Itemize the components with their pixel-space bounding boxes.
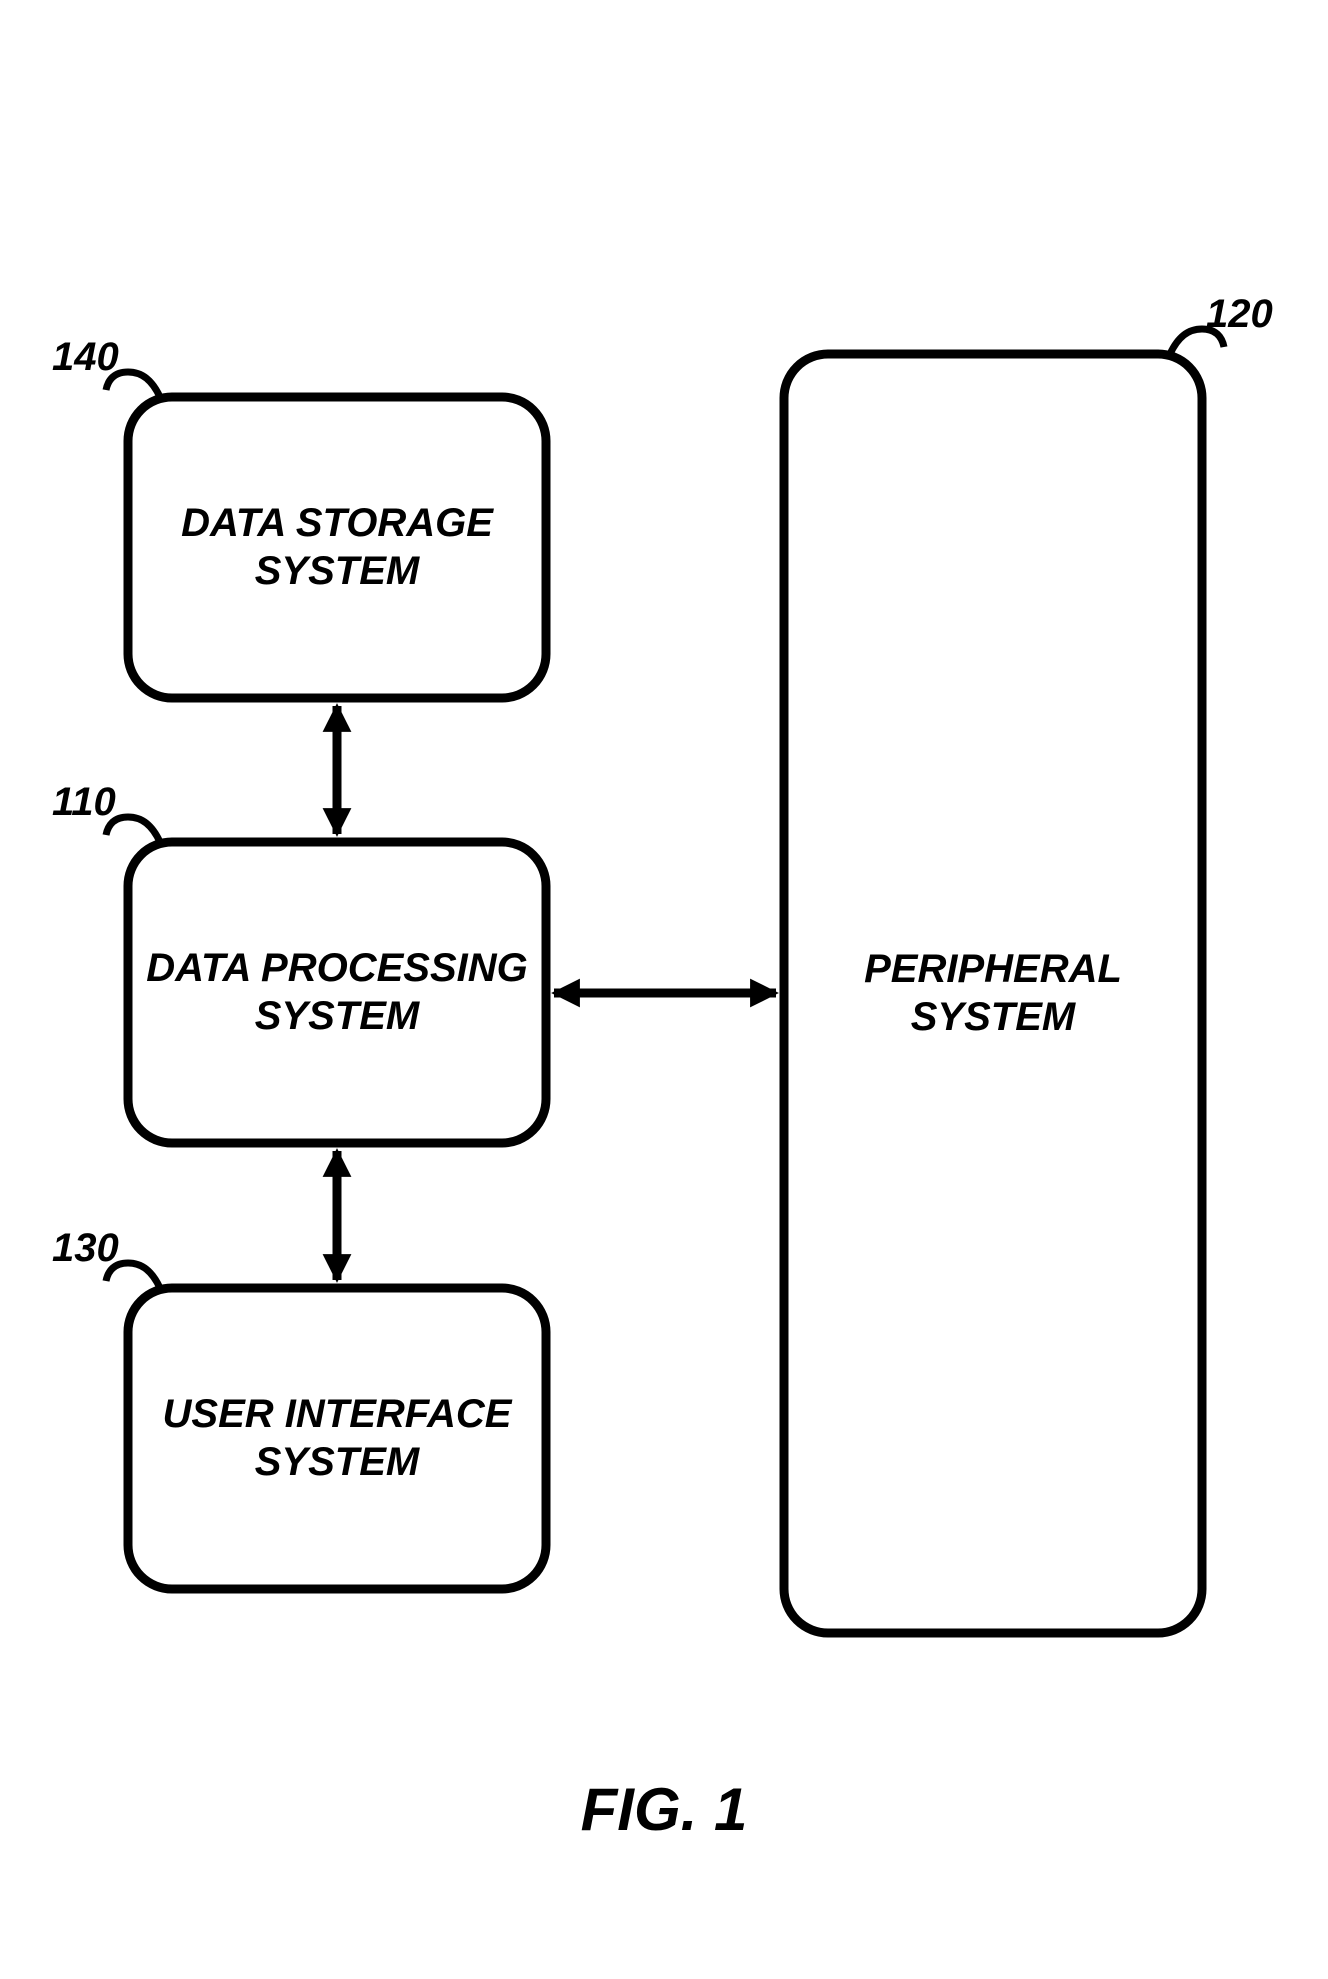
- figure-label: FIG. 1: [581, 1776, 748, 1843]
- node-ref-label: 110: [52, 780, 116, 824]
- node-box: [128, 397, 546, 698]
- node-label-line2: SYSTEM: [255, 994, 421, 1038]
- node-data-storage: DATA STORAGE SYSTEM 140: [52, 335, 546, 698]
- node-label-line1: DATA STORAGE: [181, 501, 494, 545]
- node-box: [784, 354, 1202, 1633]
- node-label-line2: SYSTEM: [911, 995, 1077, 1039]
- node-label-line1: DATA PROCESSING: [146, 946, 528, 990]
- node-ref-label: 130: [52, 1226, 119, 1270]
- node-data-processing: DATA PROCESSING SYSTEM 110: [52, 780, 546, 1143]
- node-user-interface: USER INTERFACE SYSTEM 130: [52, 1226, 546, 1589]
- node-label-line2: SYSTEM: [255, 549, 421, 593]
- node-label-line2: SYSTEM: [255, 1440, 421, 1484]
- node-ref-label: 140: [52, 335, 119, 379]
- node-peripheral: PERIPHERAL SYSTEM 120: [784, 292, 1273, 1633]
- node-box: [128, 1288, 546, 1589]
- node-box: [128, 842, 546, 1143]
- system-block-diagram: DATA STORAGE SYSTEM 140 DATA PROCESSING …: [0, 0, 1328, 1979]
- node-label-line1: PERIPHERAL: [864, 947, 1122, 991]
- node-ref-label: 120: [1206, 292, 1273, 336]
- node-label-line1: USER INTERFACE: [163, 1392, 513, 1436]
